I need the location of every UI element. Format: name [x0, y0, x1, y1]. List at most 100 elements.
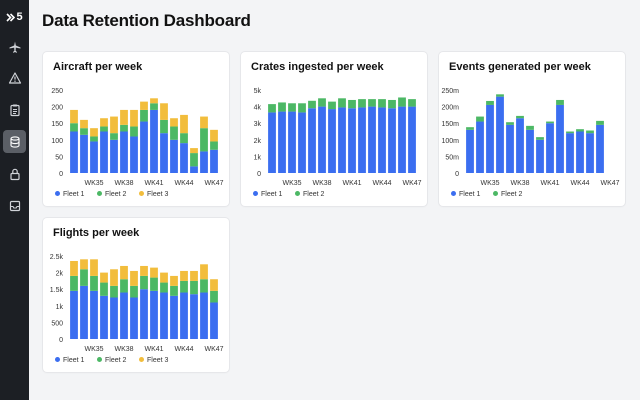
bar-segment [378, 99, 386, 108]
bar-segment [190, 166, 198, 173]
y-tick-label: 0 [59, 171, 63, 178]
y-tick-label: 4k [254, 105, 262, 112]
bar-segment [150, 267, 158, 278]
legend-label: Fleet 3 [147, 191, 169, 198]
bar-segment [100, 282, 108, 296]
x-tick-label: WK44 [174, 346, 193, 353]
bar-segment [120, 109, 128, 125]
x-tick-label: WK35 [84, 180, 103, 187]
bar-segment [120, 124, 128, 132]
bar-segment [210, 279, 218, 291]
y-tick-label: 3k [254, 121, 262, 128]
bar-segment [318, 106, 326, 173]
x-tick-label: WK38 [114, 346, 133, 353]
x-tick-label: WK47 [204, 180, 223, 187]
bar-segment [110, 285, 118, 298]
bar-segment [110, 297, 118, 339]
bar-segment [476, 121, 484, 173]
bar-segment [496, 96, 504, 173]
bar-segment [596, 124, 604, 173]
y-tick-label: 250m [441, 88, 459, 95]
legend-marker [451, 191, 456, 196]
y-tick-label: 1k [254, 154, 262, 161]
bar-segment [328, 109, 336, 173]
bar-segment [110, 139, 118, 173]
flights-chart: 0 500 1k 1.5k 2k 2.5k WK35 WK38 WK41 WK44 WK47 Flee… [50, 254, 224, 364]
bar-segment [190, 294, 198, 339]
bar-segment [496, 94, 504, 97]
legend-label: Fleet 2 [105, 357, 127, 364]
bar-segment [268, 112, 276, 173]
legend-label: Fleet 1 [459, 191, 481, 198]
bar-segment [298, 112, 306, 173]
bar-segment [130, 297, 138, 339]
x-tick-label: WK47 [204, 346, 223, 353]
sidebar-item-alerts[interactable] [3, 66, 26, 89]
bar-segment [80, 269, 88, 286]
bar-segment [408, 106, 416, 173]
bar-segment [506, 122, 514, 125]
legend-label: Fleet 2 [501, 191, 523, 198]
chart-title: Events generated per week [449, 61, 591, 73]
x-tick-label: WK38 [114, 180, 133, 187]
bar-segment [170, 295, 178, 339]
bar-segment [130, 136, 138, 173]
bar-segment [140, 101, 148, 110]
bar-segment [526, 125, 534, 130]
x-tick-label: WK47 [600, 180, 619, 187]
warning-icon [8, 71, 21, 84]
y-tick-label: 1k [56, 304, 64, 311]
chart-card-events: Events generated per week 0 50m 100m 150m 20… [439, 52, 625, 206]
bar-segment [546, 123, 554, 173]
sidebar-item-archive[interactable] [3, 194, 26, 217]
x-tick-label: WK41 [540, 180, 559, 187]
sidebar-item-security[interactable] [3, 162, 26, 185]
x-tick-label: WK41 [144, 180, 163, 187]
bar-segment [150, 103, 158, 110]
bar-segment [190, 153, 198, 167]
legend-marker [97, 357, 102, 362]
bar-segment [170, 126, 178, 140]
y-tick-label: 2k [56, 271, 64, 278]
bar-segment [80, 285, 88, 339]
bar-segment [556, 104, 564, 173]
sidebar-item-flights[interactable] [3, 35, 26, 58]
archive-icon [9, 200, 20, 211]
bar-segment [210, 129, 218, 142]
bar-segment [130, 270, 138, 286]
y-tick-label: 2.5k [50, 254, 64, 261]
sidebar-item-data-retention[interactable] [3, 130, 26, 153]
bar-segment [110, 133, 118, 140]
x-tick-label: WK35 [480, 180, 499, 187]
bar-segment [200, 292, 208, 339]
y-tick-label: 200 [51, 105, 63, 112]
sidebar-item-reports[interactable] [3, 98, 26, 121]
bar-segment [160, 292, 168, 339]
bar-segment [368, 106, 376, 173]
bar-segment [180, 270, 188, 281]
y-tick-label: 50m [445, 154, 459, 161]
bar-segment [338, 98, 346, 108]
bar-segment [90, 275, 98, 291]
bar-segment [506, 124, 514, 173]
bar-segment [516, 115, 524, 119]
y-tick-label: 0 [257, 171, 261, 178]
chart-title: Crates ingested per week [251, 61, 384, 73]
bar-segment [576, 131, 584, 173]
bar-segment [378, 107, 386, 173]
app-logo[interactable]: 5 [0, 8, 29, 26]
bar-segment [536, 139, 544, 173]
bar-segment [338, 107, 346, 173]
legend-marker [139, 357, 144, 362]
bar-segment [586, 133, 594, 173]
legend-marker [139, 191, 144, 196]
legend-marker [253, 191, 258, 196]
bar-segment [596, 120, 604, 125]
bar-segment [328, 101, 336, 110]
sidebar: 5 [0, 0, 29, 400]
bar-segment [278, 111, 286, 173]
bar-segment [200, 116, 208, 129]
bar-segment [120, 279, 128, 293]
legend-label: Fleet 2 [303, 191, 325, 198]
bar-segment [180, 292, 188, 339]
